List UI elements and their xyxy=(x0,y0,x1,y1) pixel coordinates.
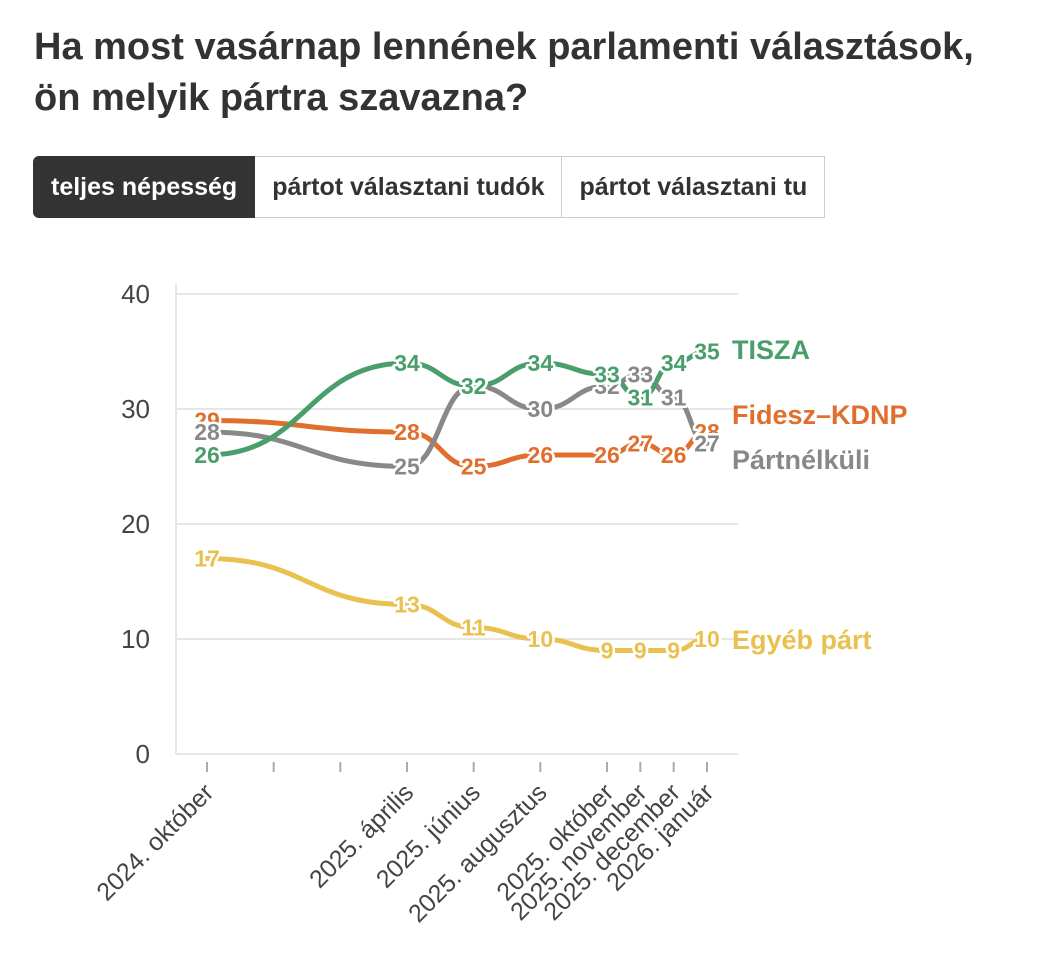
y-tick-label-10: 10 xyxy=(121,624,150,654)
data-label: 32 xyxy=(461,373,487,399)
x-tick-label: 2024. október xyxy=(91,778,219,906)
data-label: 28 xyxy=(394,419,420,445)
y-tick-label-0: 0 xyxy=(136,739,150,769)
data-label: 26 xyxy=(194,442,220,468)
series-name-label: Pártnélküli xyxy=(732,445,870,475)
data-label: 32 xyxy=(461,373,487,399)
data-label: 10 xyxy=(528,626,554,652)
data-label: 9 xyxy=(601,638,614,664)
data-label: 27 xyxy=(628,431,654,457)
series-line-0 xyxy=(204,349,710,458)
data-label: 33 xyxy=(594,362,620,388)
data-label: 17 xyxy=(194,546,220,572)
data-label: 32 xyxy=(594,373,620,399)
data-label: 26 xyxy=(661,442,687,468)
tab-bar: teljes népesség pártot választani tudók … xyxy=(33,156,1010,218)
data-label: 13 xyxy=(394,592,420,618)
series-line-3 xyxy=(204,556,710,653)
data-label: 34 xyxy=(661,350,687,376)
data-label: 29 xyxy=(194,408,220,434)
data-label: 33 xyxy=(628,362,654,388)
y-tick-label-20: 20 xyxy=(121,509,150,539)
y-tick-label-40: 40 xyxy=(121,279,150,309)
y-tick-label-30: 30 xyxy=(121,394,150,424)
data-label: 25 xyxy=(461,454,487,480)
data-label: 11 xyxy=(462,615,487,641)
data-label: 9 xyxy=(667,638,680,664)
tab-party-choosers-2[interactable]: pártot választani tu xyxy=(562,156,826,218)
series-line-1 xyxy=(204,418,710,470)
data-label: 26 xyxy=(528,442,554,468)
series-line-2 xyxy=(204,371,710,470)
data-label: 35 xyxy=(694,339,720,365)
page-title: Ha most vasárnap lennének parlamenti vál… xyxy=(34,26,974,119)
data-label: 28 xyxy=(194,419,220,445)
data-label: 31 xyxy=(628,385,654,411)
data-label: 34 xyxy=(394,350,420,376)
data-label: 25 xyxy=(394,454,420,480)
series-name-label: TISZA xyxy=(732,335,810,365)
data-label: 9 xyxy=(634,638,647,664)
data-label: 31 xyxy=(661,385,687,411)
data-label: 26 xyxy=(594,442,620,468)
tab-full-population[interactable]: teljes népesség xyxy=(33,156,256,218)
series-name-label: Fidesz–KDNP xyxy=(732,400,908,430)
data-label: 28 xyxy=(694,419,720,445)
data-label: 34 xyxy=(528,350,554,376)
series-name-label: Egyéb párt xyxy=(732,625,872,655)
tab-party-choosers[interactable]: pártot választani tudók xyxy=(255,156,563,218)
data-label: 10 xyxy=(694,626,720,652)
data-label: 27 xyxy=(694,431,720,457)
data-label: 30 xyxy=(528,396,554,422)
